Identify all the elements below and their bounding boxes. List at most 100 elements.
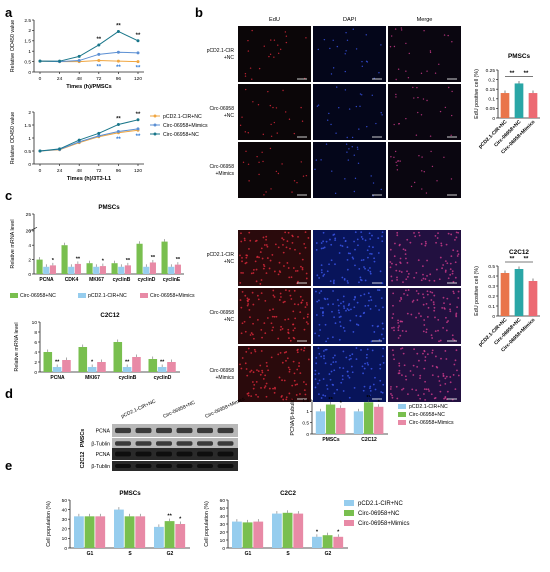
cell-nucleus: [406, 294, 409, 297]
cell-nucleus: [395, 269, 398, 272]
cell-nucleus: [448, 86, 450, 89]
cell-nucleus: [285, 41, 288, 44]
y-tick-label: 10: [62, 536, 68, 542]
cell-nucleus: [322, 350, 325, 352]
cell-nucleus: [244, 75, 247, 77]
bar: [353, 411, 364, 434]
cell-nucleus: [392, 354, 395, 356]
cell-nucleus: [397, 321, 400, 324]
protein-band: [176, 441, 193, 446]
cell-nucleus: [248, 309, 251, 311]
cell-nucleus: [247, 163, 250, 165]
cell-nucleus: [267, 369, 270, 372]
cell-nucleus: [442, 326, 445, 329]
cell-nucleus: [353, 240, 355, 243]
significance-mark: **: [176, 257, 181, 263]
cell-nucleus: [423, 319, 426, 321]
significance-mark: *: [340, 400, 343, 406]
cell-nucleus: [300, 348, 303, 351]
cell-nucleus: [325, 143, 328, 145]
cell-nucleus: [260, 329, 263, 331]
cell-nucleus: [286, 357, 289, 360]
cell-nucleus: [355, 323, 358, 326]
cell-nucleus: [259, 283, 262, 285]
cell-nucleus: [272, 289, 275, 292]
cell-nucleus: [437, 232, 439, 235]
cell-nucleus: [338, 252, 341, 254]
cell-nucleus: [407, 393, 409, 396]
cell-nucleus: [261, 371, 264, 374]
cell-nucleus: [378, 309, 381, 311]
cell-nucleus: [239, 363, 241, 366]
cell-nucleus: [402, 281, 404, 283]
cell-nucleus: [346, 308, 349, 310]
cell-nucleus: [369, 390, 372, 392]
cell-nucleus: [328, 373, 331, 375]
cell-nucleus: [334, 239, 337, 242]
cell-nucleus: [365, 356, 368, 359]
cell-nucleus: [447, 232, 450, 235]
cell-nucleus: [351, 146, 353, 148]
bar: [514, 83, 524, 118]
cell-nucleus: [449, 262, 452, 265]
cell-nucleus: [452, 290, 455, 293]
x-tick-label: 96: [116, 168, 122, 174]
cell-nucleus: [346, 258, 349, 261]
protein-band: [115, 464, 131, 468]
cell-nucleus: [316, 105, 319, 107]
cell-nucleus: [420, 243, 423, 245]
cell-nucleus: [315, 290, 317, 293]
cell-nucleus: [418, 154, 420, 157]
cell-nucleus: [393, 358, 396, 361]
cell-nucleus: [444, 271, 447, 273]
cell-nucleus: [332, 303, 334, 306]
cell-nucleus: [250, 272, 253, 275]
x-tick-label: PCNA: [39, 277, 54, 283]
cell-nucleus: [439, 110, 442, 113]
cell-nucleus: [300, 161, 302, 163]
bar: [135, 516, 146, 548]
bar: [132, 357, 141, 372]
cell-nucleus: [265, 244, 268, 246]
cell-nucleus: [424, 240, 427, 243]
protein-band: [176, 451, 193, 457]
cell-nucleus: [444, 377, 447, 380]
cell-nucleus: [281, 394, 283, 397]
cell-nucleus: [421, 188, 423, 190]
cell-nucleus: [277, 172, 280, 175]
cell-nucleus: [342, 350, 345, 353]
cell-nucleus: [338, 366, 341, 369]
cell-nucleus: [427, 388, 430, 391]
cell-nucleus: [420, 72, 423, 75]
y-tick-label: 1: [306, 409, 309, 415]
cell-nucleus: [422, 277, 425, 280]
significance-mark: *: [102, 259, 105, 265]
cell-nucleus: [382, 347, 385, 350]
cell-nucleus: [250, 352, 253, 354]
cell-nucleus: [399, 262, 402, 265]
cell-nucleus: [457, 374, 460, 377]
cell-nucleus: [258, 67, 261, 70]
cell-nucleus: [341, 378, 344, 381]
bar: [500, 273, 510, 316]
cell-nucleus: [260, 387, 262, 389]
cell-nucleus: [396, 276, 398, 279]
data-point: [38, 149, 42, 153]
cell-nucleus: [296, 181, 298, 184]
blot-strip: [112, 461, 238, 471]
micrograph-edu: [238, 84, 311, 140]
cell-nucleus: [379, 367, 382, 370]
cell-nucleus: [441, 307, 444, 309]
cell-nucleus: [423, 388, 426, 391]
cell-nucleus: [326, 270, 329, 273]
cell-nucleus: [371, 94, 373, 96]
y-axis-label: Cell population (%): [46, 501, 52, 547]
cell-nucleus: [314, 369, 317, 372]
cell-nucleus: [341, 374, 344, 377]
legend-panel-d: pCD2.1-CIR+NC Circ-06958+NC Circ-06958+Mim…: [398, 404, 454, 426]
y-tick-label: 20: [26, 229, 32, 235]
cell-nucleus: [429, 51, 432, 54]
cell-nucleus: [331, 383, 334, 386]
cell-nucleus: [389, 388, 392, 390]
cell-nucleus: [284, 31, 287, 33]
